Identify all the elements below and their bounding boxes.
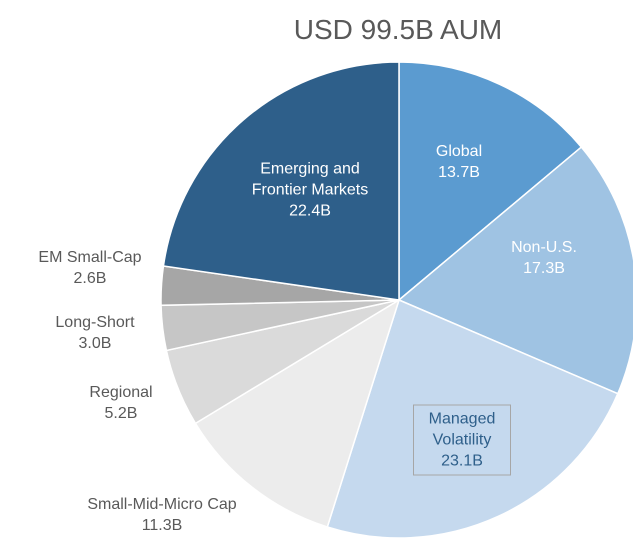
slice-value: 13.7B <box>438 164 480 181</box>
slice-name: EM Small-Cap <box>38 249 142 266</box>
slice-name: Long-Short <box>55 314 135 331</box>
slice-name: Small-Mid-Micro Cap <box>87 496 237 513</box>
slice-name: Regional <box>89 384 153 401</box>
slice-value: 23.1B <box>441 452 483 470</box>
pie-slice <box>162 61 400 301</box>
slice-value: 2.6B <box>73 270 107 287</box>
slice-label: Small-Mid-Micro Cap 11.3B <box>72 494 252 536</box>
slice-label: Long-Short 3.0B <box>45 312 145 354</box>
pie-slice <box>397 146 633 395</box>
slice-value: 11.3B <box>141 517 183 534</box>
slice-label: Emerging and Frontier Markets 22.4B <box>235 159 385 222</box>
slice-value: 5.2B <box>104 405 138 422</box>
slice-value: 3.0B <box>78 335 112 352</box>
slice-label: Managed Volatility 23.1B <box>413 404 511 476</box>
pie-slice <box>194 298 401 528</box>
chart-title: USD 99.5B AUM <box>293 14 503 45</box>
slice-name: Managed Volatility <box>428 410 496 449</box>
slice-name: Emerging and Frontier Markets <box>251 160 369 199</box>
pie-slice <box>398 61 583 302</box>
slice-value: 22.4B <box>289 202 331 220</box>
slice-label: Global 13.7B <box>414 141 504 183</box>
slice-value: 17.3B <box>523 260 565 277</box>
slice-label: EM Small-Cap 2.6B <box>30 247 150 289</box>
slice-label: Non-U.S. 17.3B <box>499 237 589 279</box>
slice-name: Global <box>435 143 483 160</box>
slice-label: Regional 5.2B <box>71 382 171 424</box>
slice-name: Non-U.S. <box>511 239 577 256</box>
